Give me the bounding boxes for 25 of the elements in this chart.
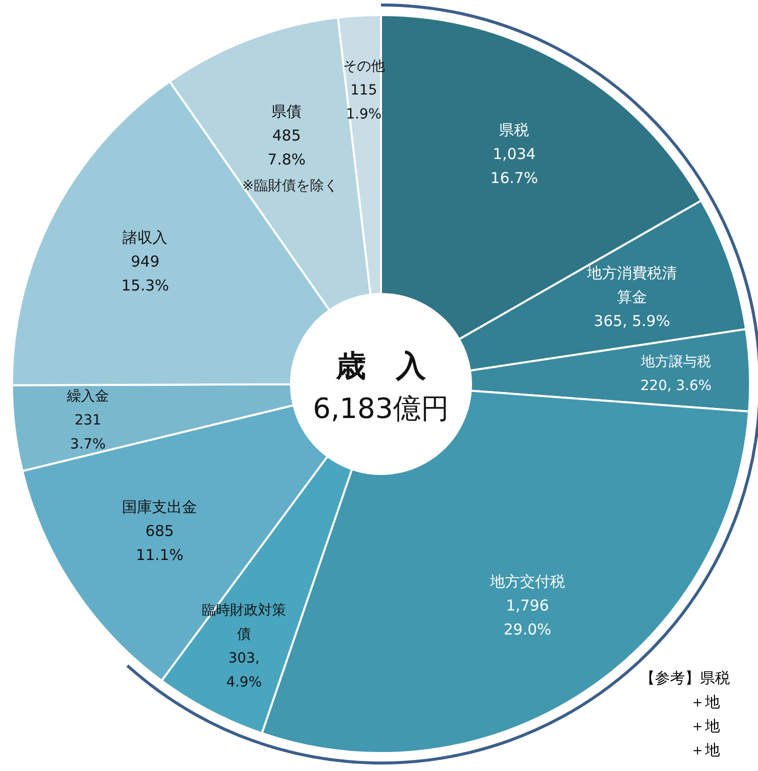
text: ＋地 (690, 693, 720, 711)
slice-label: 地方交付税 (488, 572, 565, 591)
data-label: 949 15.3% (121, 252, 170, 295)
text: ＋地 (690, 741, 720, 759)
text: ※臨財債を除く (242, 178, 338, 194)
slice-label: 諸収入 (122, 228, 168, 247)
text: 【参考】県税 (640, 669, 730, 687)
data-label: 1,796 29.0% (504, 596, 552, 639)
slice-label: 地方譲与税 (640, 354, 711, 370)
data-label: 220, 3.6% (640, 378, 712, 394)
slice-label: 地方消費税清算金 (586, 264, 677, 306)
text: ＋地 (690, 717, 720, 735)
data-label: 231 3.7% (70, 412, 106, 453)
data-label: 115 1.9% (346, 82, 382, 122)
slice-label: 県債 (272, 102, 302, 121)
data-label: 485 7.8% (268, 126, 306, 169)
slice-label: 繰入金 (66, 388, 109, 405)
data-label: 1,034 16.7% (490, 145, 538, 188)
slice-label: 国庫支出金 (122, 498, 198, 516)
slice-label: 県税 (499, 121, 530, 140)
text: 6,183億円 (312, 392, 450, 425)
data-label: 303, 4.9% (226, 650, 262, 690)
data-label: 685 11.1% (136, 522, 184, 564)
text: 歳 入 (335, 349, 427, 384)
data-label: 365, 5.9% (594, 312, 670, 330)
